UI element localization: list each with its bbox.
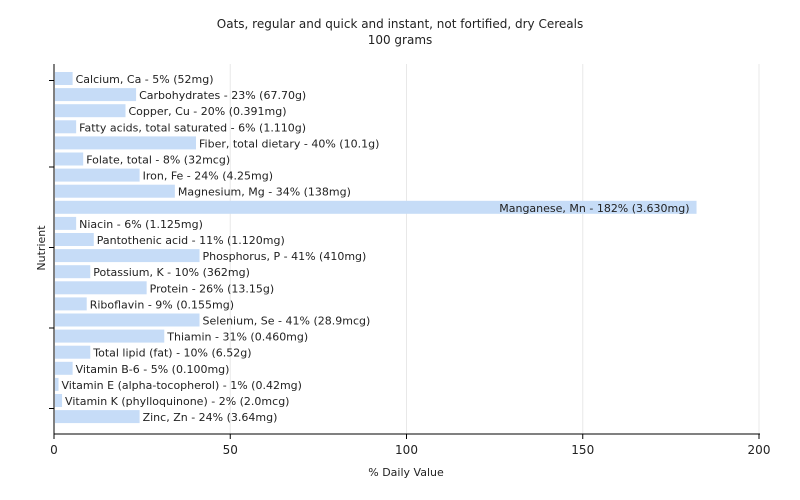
bar-label: Carbohydrates - 23% (67.70g) xyxy=(139,89,306,102)
x-axis-label: % Daily Value xyxy=(368,466,444,479)
bar xyxy=(55,329,165,343)
bar-label: Iron, Fe - 24% (4.25mg) xyxy=(143,170,273,183)
bar xyxy=(55,265,91,279)
x-tick-label: 50 xyxy=(223,443,238,457)
x-tick-label: 150 xyxy=(571,443,594,457)
chart-subtitle: 100 grams xyxy=(367,33,433,47)
gridlines xyxy=(229,64,760,434)
bar-label: Vitamin B-6 - 5% (0.100mg) xyxy=(76,363,230,376)
x-axis-ticks: 0 50 100 150 200 xyxy=(50,434,770,457)
bar-label: Copper, Cu - 20% (0.391mg) xyxy=(129,105,287,118)
bar xyxy=(55,136,196,150)
bar-label: Fatty acids, total saturated - 6% (1.110… xyxy=(79,121,306,134)
chart-title: Oats, regular and quick and instant, not… xyxy=(216,17,584,31)
bar-label: Protein - 26% (13.15g) xyxy=(150,282,275,295)
bar xyxy=(55,168,140,182)
bar xyxy=(55,200,697,214)
bar-label: Fiber, total dietary - 40% (10.1g) xyxy=(199,137,379,150)
bar xyxy=(55,377,59,391)
bar xyxy=(55,410,140,424)
bar-label: Potassium, K - 10% (362mg) xyxy=(93,266,250,279)
bar-label: Manganese, Mn - 182% (3.630mg) xyxy=(499,202,689,215)
bar-label: Zinc, Zn - 24% (3.64mg) xyxy=(143,411,278,424)
bar-label: Riboflavin - 9% (0.155mg) xyxy=(90,298,234,311)
bar xyxy=(55,104,126,118)
y-axis-label: Nutrient xyxy=(35,225,48,271)
bar-label: Selenium, Se - 41% (28.9mcg) xyxy=(203,315,371,328)
bar xyxy=(55,216,77,230)
bar xyxy=(55,361,73,375)
bar-label: Magnesium, Mg - 34% (138mg) xyxy=(178,186,351,199)
bar-label: Niacin - 6% (1.125mg) xyxy=(79,218,203,231)
bar-label: Total lipid (fat) - 10% (6.52g) xyxy=(92,347,251,360)
bar xyxy=(55,88,137,102)
bar-label: Calcium, Ca - 5% (52mg) xyxy=(76,73,214,86)
bar xyxy=(55,233,94,246)
bar-label: Vitamin K (phylloquinone) - 2% (2.0mcg) xyxy=(65,395,289,408)
x-tick-label: 100 xyxy=(395,443,418,457)
bar xyxy=(55,394,63,407)
bar xyxy=(55,152,84,166)
bar-label: Pantothenic acid - 11% (1.120mg) xyxy=(97,234,285,247)
bar-label: Vitamin E (alpha-tocopherol) - 1% (0.42m… xyxy=(62,379,302,392)
bar xyxy=(55,345,91,359)
bar xyxy=(55,297,87,311)
bar-label: Thiamin - 31% (0.460mg) xyxy=(166,331,308,344)
bar xyxy=(55,72,73,85)
bar xyxy=(55,249,200,263)
bar xyxy=(55,281,147,295)
x-tick-label: 0 xyxy=(50,443,58,457)
bar xyxy=(55,184,175,198)
bars: Calcium, Ca - 5% (52mg) Carbohydrates - 2… xyxy=(55,72,697,424)
bar xyxy=(55,120,77,134)
bar xyxy=(55,313,200,327)
bar-label: Folate, total - 8% (32mcg) xyxy=(86,154,230,167)
bar-label: Phosphorus, P - 41% (410mg) xyxy=(203,250,367,263)
x-tick-label: 200 xyxy=(748,443,771,457)
